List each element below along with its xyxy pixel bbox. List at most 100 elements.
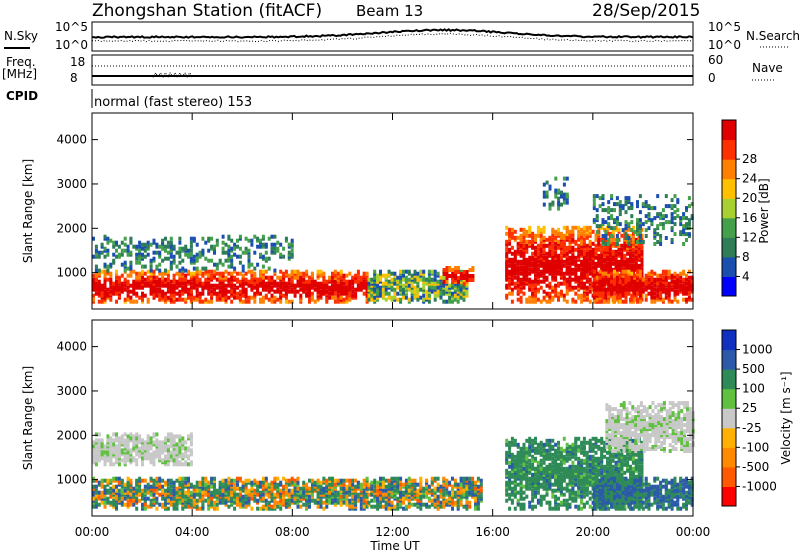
echo-cell	[594, 243, 598, 248]
echo-cell	[103, 254, 107, 259]
echo-cell	[161, 484, 165, 489]
echo-cell	[636, 222, 639, 227]
echo-cell	[557, 281, 560, 286]
echo-cell	[213, 500, 216, 505]
echo-cell	[528, 233, 532, 238]
echo-cell	[562, 281, 566, 286]
echo-cell	[404, 269, 408, 274]
echo-cell	[614, 257, 618, 262]
echo-cell	[296, 269, 300, 274]
echo-cell	[351, 478, 355, 483]
echo-cell	[284, 478, 288, 483]
echo-cell	[620, 251, 624, 256]
echo-cell	[106, 450, 110, 455]
echo-cell	[571, 285, 575, 290]
echo-cell	[270, 492, 274, 497]
echo-cell	[244, 246, 248, 251]
echo-cell	[667, 281, 671, 286]
echo-cell	[290, 275, 294, 280]
echo-cell	[630, 293, 634, 298]
echo-cell	[595, 230, 599, 235]
echo-cell	[531, 231, 535, 236]
echo-cell	[250, 238, 254, 243]
echo-cell	[670, 216, 674, 221]
echo-cell	[247, 248, 251, 253]
echo-cell	[293, 496, 297, 501]
echo-cell	[192, 254, 196, 259]
echo-cell	[135, 444, 139, 449]
echo-cell	[230, 254, 234, 259]
echo-cell	[120, 248, 124, 253]
echo-cell	[568, 249, 572, 254]
echo-cell	[513, 281, 517, 286]
echo-cell	[195, 266, 199, 271]
echo-cell	[178, 271, 182, 276]
echo-cell	[207, 299, 211, 304]
echo-cell	[433, 494, 437, 499]
echo-cell	[117, 285, 121, 290]
echo-cell	[112, 281, 116, 286]
echo-cell	[433, 486, 437, 491]
echo-cell	[534, 277, 537, 282]
echo-cell	[557, 291, 560, 296]
echo-cell	[580, 227, 584, 232]
echo-cell	[439, 287, 443, 292]
echo-cell	[685, 232, 688, 237]
echo-cell	[155, 442, 159, 447]
echo-cell	[250, 506, 254, 511]
echo-cell	[679, 216, 683, 221]
echo-cell	[433, 502, 437, 507]
echo-cell	[608, 251, 612, 256]
echo-cell	[562, 196, 566, 201]
echo-cell	[181, 476, 185, 481]
echo-cell	[580, 299, 584, 304]
echo-cell	[308, 275, 311, 280]
freq-right-tick-top: 60	[708, 53, 723, 67]
echo-cell	[399, 269, 403, 274]
echo-cell	[149, 436, 153, 441]
echo-cell	[184, 480, 188, 485]
echo-cell	[516, 289, 520, 294]
echo-cell	[641, 240, 645, 244]
echo-cell	[442, 482, 446, 487]
echo-cell	[126, 476, 130, 481]
echo-cell	[618, 222, 622, 227]
echo-cell	[92, 293, 95, 298]
echo-cell	[653, 295, 657, 300]
echo-cell	[373, 484, 377, 489]
echo-cell	[513, 263, 517, 268]
echo-cell	[218, 289, 222, 294]
echo-cell	[227, 271, 231, 276]
echo-cell	[152, 460, 156, 465]
echo-cell	[109, 490, 113, 495]
echo-cell	[522, 285, 526, 290]
echo-cell	[97, 438, 101, 443]
echo-cell	[166, 498, 170, 503]
echo-cell	[661, 208, 665, 213]
echo-cell	[565, 245, 569, 250]
echo-cell	[149, 264, 153, 269]
echo-cell	[319, 480, 323, 485]
echo-cell	[542, 249, 546, 254]
echo-cell	[539, 299, 543, 304]
colorbar-swatch	[722, 237, 736, 258]
echo-cell	[621, 269, 625, 274]
echo-cell	[92, 444, 95, 449]
echo-cell	[607, 210, 611, 215]
echo-cell	[175, 478, 179, 483]
echo-cell	[448, 490, 452, 495]
echo-cell	[601, 240, 605, 244]
echo-cell	[152, 450, 156, 455]
echo-cell	[451, 285, 454, 290]
echo-cell	[636, 240, 639, 244]
echo-cell	[673, 289, 677, 294]
colorbar-swatch	[722, 120, 736, 141]
echo-cell	[559, 289, 563, 294]
echo-cell	[158, 252, 162, 257]
echo-cell	[601, 208, 605, 213]
echo-cell	[273, 289, 277, 294]
echo-cell	[293, 289, 297, 294]
echo-cell	[402, 283, 405, 288]
echo-cell	[149, 452, 153, 457]
